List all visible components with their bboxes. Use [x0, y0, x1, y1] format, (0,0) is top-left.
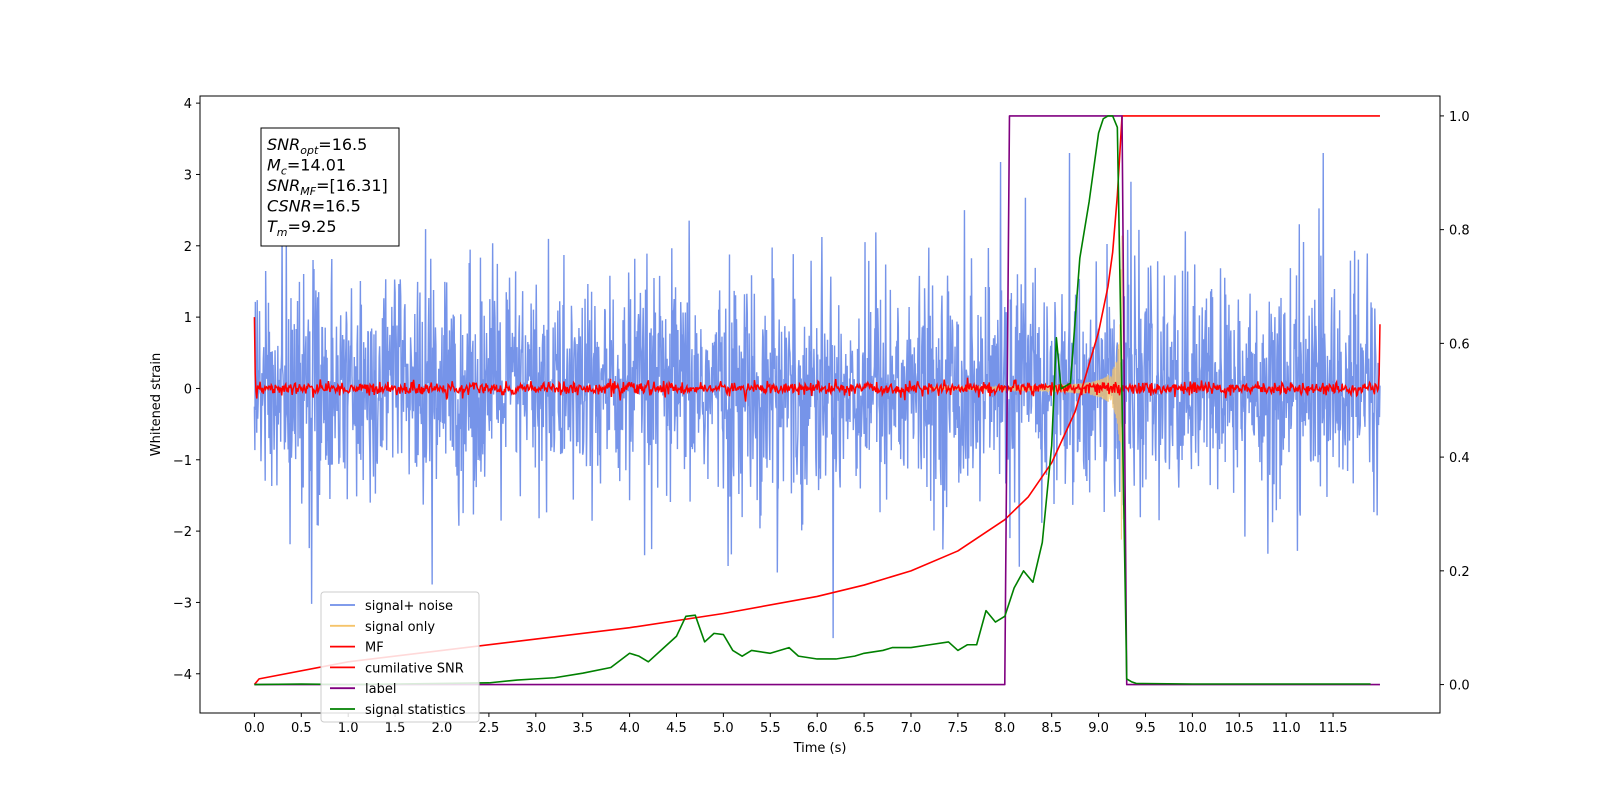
- y-tick-label: 2: [184, 240, 192, 255]
- x-tick-label: 4.5: [666, 721, 687, 736]
- x-tick-label: 6.5: [854, 721, 875, 736]
- legend-label: MF: [365, 641, 384, 656]
- annotation-line: Tm=9.25: [267, 217, 337, 239]
- legend: signal+ noise signal only MF cumilative SNR…: [320, 591, 480, 723]
- y-right-tick-label: 0.4: [1449, 451, 1470, 466]
- y-tick-label: 1: [184, 311, 192, 326]
- y-right-tick-label: 0.8: [1449, 224, 1470, 239]
- annotation-line: CSNR=16.5: [267, 197, 361, 216]
- x-tick-label: 8.5: [1041, 721, 1062, 736]
- annotation-line: SNRopt=16.5: [267, 135, 367, 157]
- y-tick-label: −3: [173, 596, 192, 611]
- x-tick-label: 11.5: [1319, 721, 1348, 736]
- legend-label: label: [365, 682, 396, 697]
- y-tick-label: 0: [184, 382, 192, 397]
- x-tick-label: 10.5: [1225, 721, 1254, 736]
- x-axis-label: Time (s): [793, 741, 847, 756]
- series-label-line: [254, 115, 1380, 686]
- x-tick-label: 11.0: [1272, 721, 1301, 736]
- annotation-box: SNRopt=16.5Mc=14.01SNRMF=[16.31]CSNR=16.…: [260, 127, 400, 247]
- y-axis-label: Whitened strain: [149, 353, 164, 456]
- legend-label: signal only: [365, 620, 435, 635]
- x-tick-label: 2.5: [479, 721, 500, 736]
- x-tick-label: 4.0: [619, 721, 640, 736]
- x-tick-label: 9.5: [1135, 721, 1156, 736]
- series-signal-noise-line: [253, 153, 1381, 639]
- x-tick-label: 9.0: [1088, 721, 1109, 736]
- series-signal-statistics-line: [254, 115, 1371, 686]
- legend-frame: [320, 591, 480, 723]
- legend-label: signal+ noise: [365, 599, 453, 614]
- axes-frame: [199, 95, 1441, 714]
- x-tick-label: 1.0: [338, 721, 359, 736]
- x-tick-label: 0.0: [244, 721, 265, 736]
- x-tick-label: 7.0: [901, 721, 922, 736]
- axis-ticks: 0.0 0.5 1.0 1.5 2.0 2.5 3.0 3.5 4.0 4.5 5.0 5.5 6.0 6…: [173, 97, 1470, 736]
- annotation-line: SNRMF=[16.31]: [267, 176, 388, 198]
- y-tick-label: 3: [184, 168, 192, 183]
- x-tick-label: 10.0: [1178, 721, 1207, 736]
- x-tick-label: 1.5: [385, 721, 406, 736]
- x-tick-label: 3.5: [572, 721, 593, 736]
- y-tick-label: −4: [173, 668, 192, 683]
- annotation-line: Mc=14.01: [267, 156, 346, 178]
- legend-label: cumilative SNR: [365, 661, 464, 676]
- y-right-tick-label: 0.0: [1449, 679, 1470, 694]
- series-mf-line: [253, 317, 1381, 402]
- x-tick-label: 5.5: [760, 721, 781, 736]
- y-tick-label: −1: [173, 454, 192, 469]
- annotation-frame: [260, 127, 400, 247]
- legend-label: signal statistics: [365, 703, 466, 718]
- y-right-tick-label: 0.2: [1449, 565, 1470, 580]
- y-right-tick-label: 0.6: [1449, 337, 1470, 352]
- x-tick-label: 8.0: [994, 721, 1015, 736]
- x-tick-label: 2.0: [432, 721, 453, 736]
- x-tick-label: 0.5: [291, 721, 312, 736]
- x-tick-label: 7.5: [948, 721, 969, 736]
- y-right-tick-label: 1.0: [1449, 110, 1470, 125]
- x-tick-label: 5.0: [713, 721, 734, 736]
- x-tick-label: 6.0: [807, 721, 828, 736]
- y-tick-label: −2: [173, 525, 192, 540]
- y-tick-label: 4: [184, 97, 192, 112]
- x-tick-label: 3.0: [525, 721, 546, 736]
